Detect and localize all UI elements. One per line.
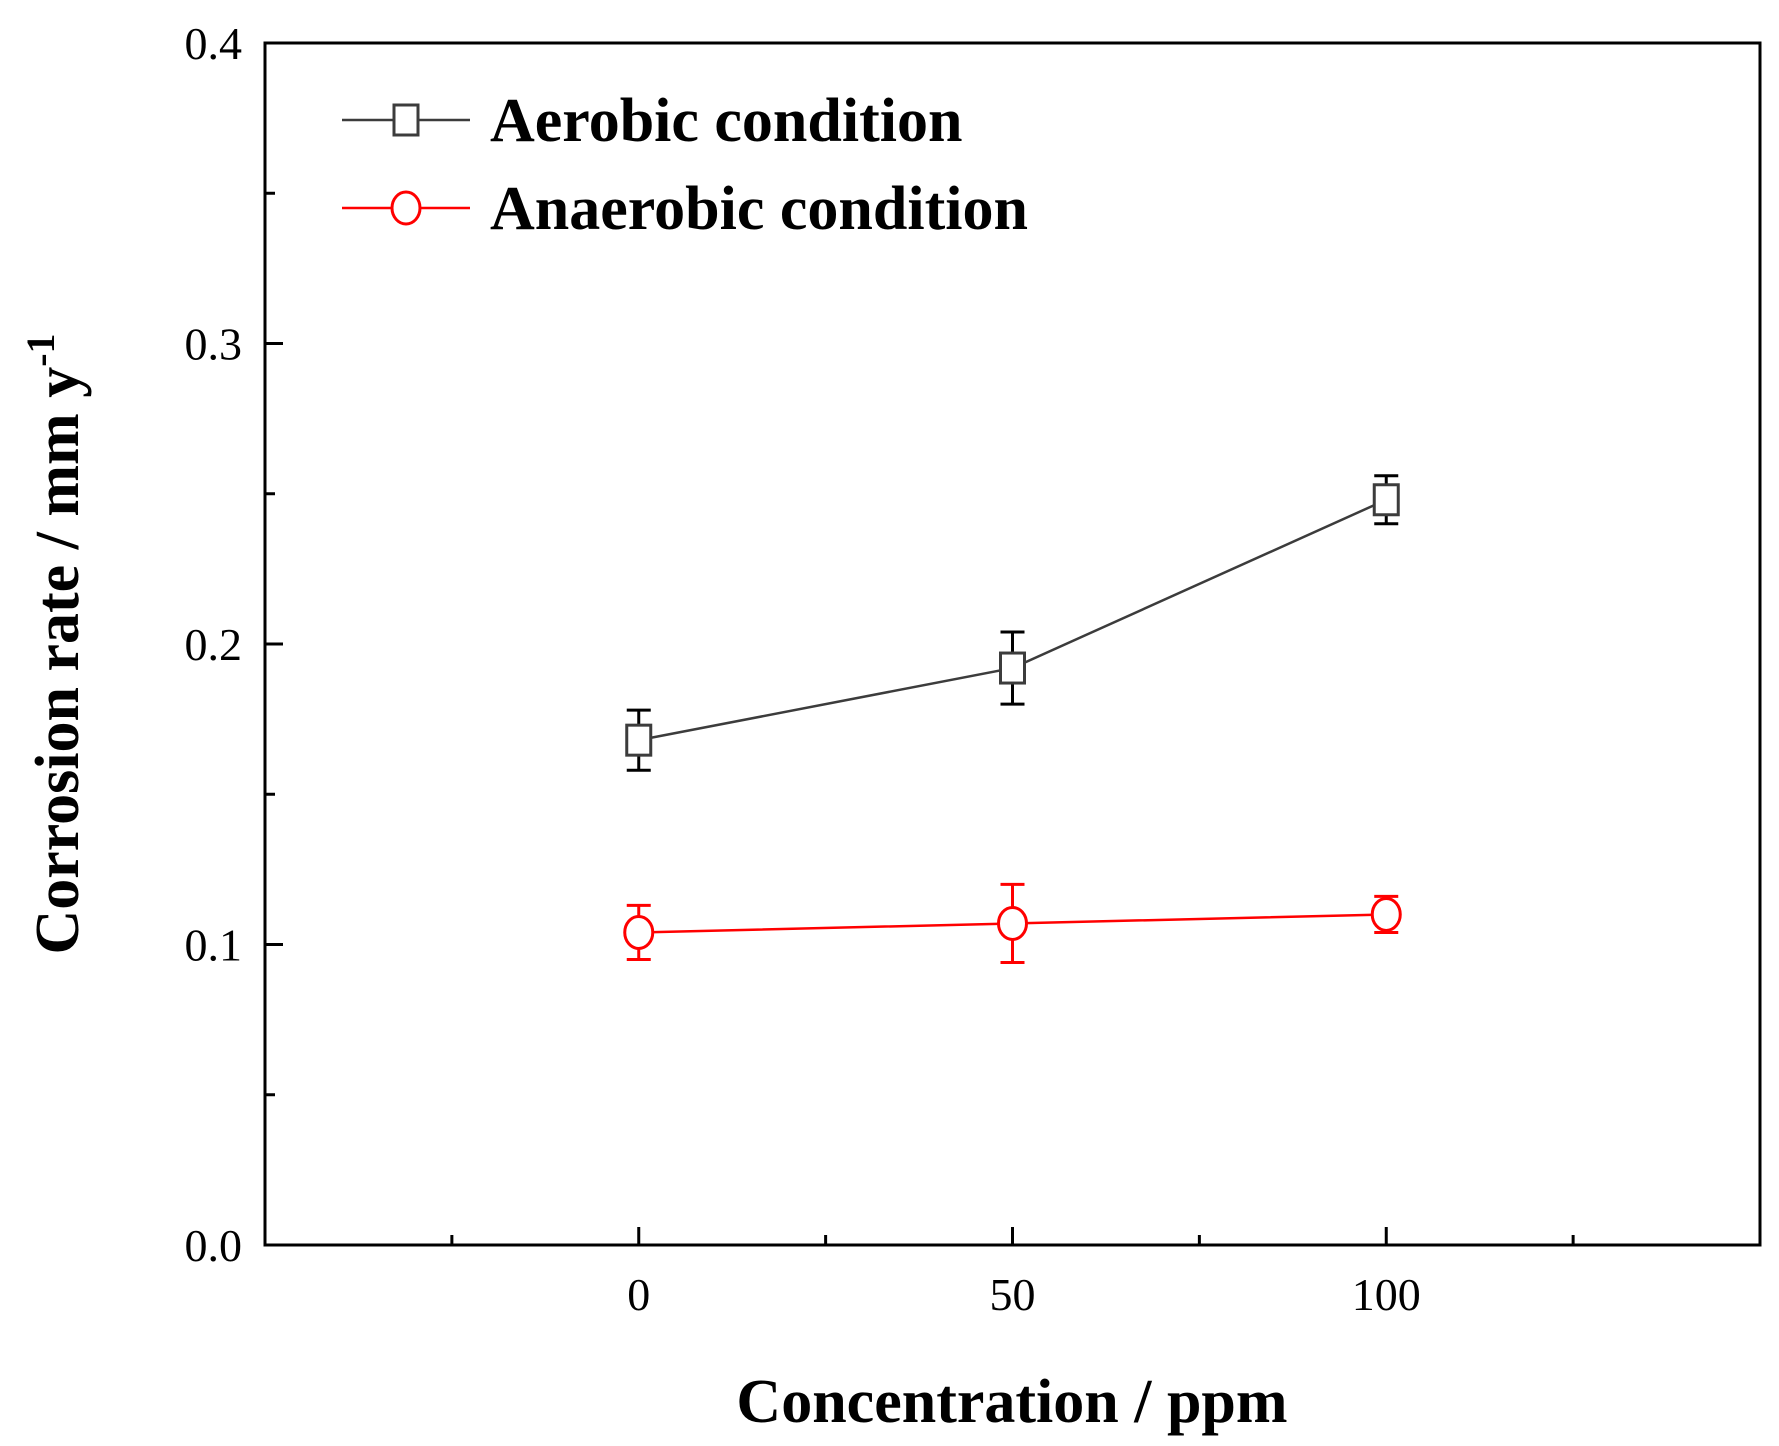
data-point [1372, 483, 1400, 517]
y-tick-label: 0.2 [185, 619, 243, 670]
x-axis-title: Concentration / ppm [736, 1368, 1287, 1436]
series-1 [625, 474, 1400, 772]
data-point [1370, 896, 1402, 932]
legend: Aerobic condition Anaerobic condition [342, 87, 1028, 243]
data-point [625, 723, 653, 757]
y-tick-label: 0.0 [185, 1220, 243, 1271]
axes-group: 0 50 100 0.0 0.1 0.2 0.3 0.4 [185, 18, 1575, 1320]
legend-marker [392, 103, 420, 137]
y-axis-title-main: Corrosion rate / mm y [24, 367, 92, 955]
x-tick-label: 50 [990, 1269, 1036, 1320]
x-tick-label: 0 [627, 1269, 650, 1320]
x-tick-label: 100 [1352, 1269, 1421, 1320]
data-point [997, 905, 1028, 941]
y-tick-label: 0.4 [185, 18, 243, 69]
y-tick-label: 0.3 [185, 319, 243, 370]
series-group [623, 474, 1402, 965]
data-point [999, 651, 1026, 685]
y-axis-title-superscript: -1 [18, 333, 63, 366]
legend-label: Anaerobic condition [490, 175, 1028, 243]
y-axis-title: Corrosion rate / mm y-1 [18, 333, 92, 954]
series-2 [623, 882, 1402, 965]
data-point [623, 914, 655, 950]
y-tick-label: 0.1 [185, 920, 243, 971]
legend-item: Aerobic condition [342, 87, 962, 155]
legend-marker [390, 190, 422, 226]
legend-label: Aerobic condition [490, 87, 962, 155]
legend-item: Anaerobic condition [342, 175, 1028, 243]
